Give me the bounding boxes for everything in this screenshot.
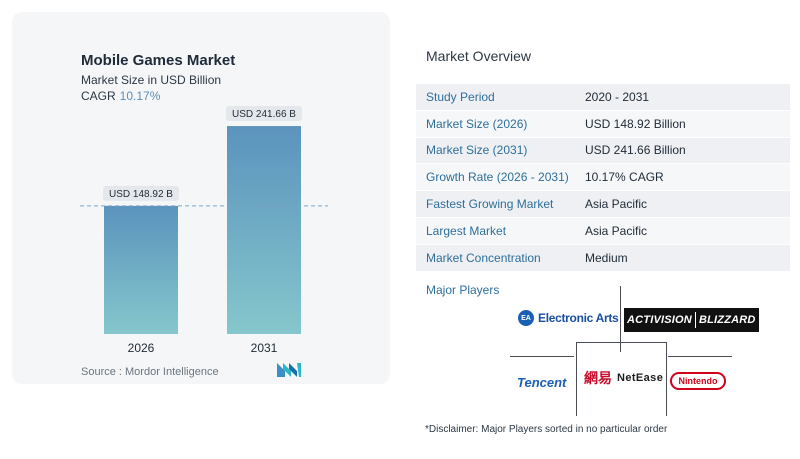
disclaimer: *Disclaimer: Major Players sorted in no … <box>425 424 668 435</box>
overview-value: 10.17% CAGR <box>585 170 664 185</box>
data-label: USD 241.66 B <box>232 109 296 120</box>
chart-subtitle: Market Size in USD Billion <box>81 73 222 87</box>
activision-text: ACTIVISION <box>627 314 692 326</box>
blizzard-text: BLIZZARD <box>698 314 756 326</box>
cagr: CAGR 10.17% <box>81 89 160 103</box>
grid-divider <box>668 356 732 357</box>
netease-logo: 網易 NetEase <box>584 368 663 388</box>
activision-blizzard-logo: ACTIVISION BLIZZARD <box>624 308 759 332</box>
overview-label: Market Concentration <box>426 250 541 265</box>
tencent-logo: Tencent <box>517 375 567 390</box>
ea-name: Electronic Arts <box>538 311 619 325</box>
overview-row: Fastest Growing Market Asia Pacific <box>416 191 790 218</box>
overview-row: Largest Market Asia Pacific <box>416 217 790 245</box>
overview-label: Market Size (2031) <box>426 143 528 158</box>
grid-divider <box>620 286 621 352</box>
netease-cn: 網易 <box>584 371 612 387</box>
bar-chart: USD 148.92 B 2026 USD 241.66 B 2031 <box>80 106 328 355</box>
grid-divider <box>576 342 577 416</box>
grid-divider <box>666 342 667 416</box>
electronic-arts-logo: EA Electronic Arts <box>518 310 619 326</box>
overview-row: Market Size (2031) USD 241.66 Billion <box>416 137 790 165</box>
data-label: USD 148.92 B <box>109 189 173 200</box>
x-tick-label: 2031 <box>251 341 278 355</box>
overview-row: Growth Rate (2026 - 2031) 10.17% CAGR <box>416 164 790 192</box>
x-tick-label: 2026 <box>128 341 155 355</box>
mordor-intelligence-logo-icon <box>277 363 301 377</box>
overview-title: Market Overview <box>426 48 532 64</box>
bar-2026 <box>104 205 178 334</box>
major-players-label: Major Players <box>426 283 500 297</box>
overview-label: Study Period <box>426 89 495 104</box>
overview-value: USD 241.66 Billion <box>585 143 686 158</box>
chart-title: Mobile Games Market <box>81 52 236 69</box>
overview-value: USD 148.92 Billion <box>585 116 686 131</box>
source-text: Source : Mordor Intelligence <box>81 366 219 378</box>
players-grid: EA Electronic Arts ACTIVISION BLIZZARD T… <box>510 286 759 416</box>
overview-row: Market Concentration Medium <box>416 244 790 272</box>
overview-row: Market Size (2026) USD 148.92 Billion <box>416 110 790 138</box>
grid-divider <box>576 342 666 343</box>
cagr-value: 10.17% <box>119 89 161 103</box>
netease-name: NetEase <box>617 372 664 384</box>
nintendo-logo: Nintendo <box>670 372 726 390</box>
logo-separator <box>694 312 696 328</box>
chart-card: USD 148.92 B 2026 USD 241.66 B 2031 Mobile … <box>12 12 390 384</box>
overview-table: Study Period 2020 - 2031 Market Size (20… <box>416 84 790 272</box>
overview-label: Largest Market <box>426 223 507 238</box>
overview-label: Market Size (2026) <box>426 116 528 131</box>
grid-divider <box>510 356 574 357</box>
data-label-bg <box>103 185 179 201</box>
nintendo-name: Nintendo <box>678 376 718 386</box>
bar-2031 <box>227 126 301 334</box>
overview-value: Asia Pacific <box>585 223 648 238</box>
ea-badge-icon: EA <box>518 310 534 326</box>
overview-label: Fastest Growing Market <box>426 197 554 212</box>
overview-value: Asia Pacific <box>585 197 648 212</box>
cagr-label: CAGR <box>81 89 116 103</box>
data-label-bg <box>226 106 302 122</box>
overview-row: Study Period 2020 - 2031 <box>416 84 790 111</box>
overview-label: Growth Rate (2026 - 2031) <box>426 170 569 185</box>
overview-value: 2020 - 2031 <box>585 89 650 104</box>
overview-value: Medium <box>585 250 628 265</box>
